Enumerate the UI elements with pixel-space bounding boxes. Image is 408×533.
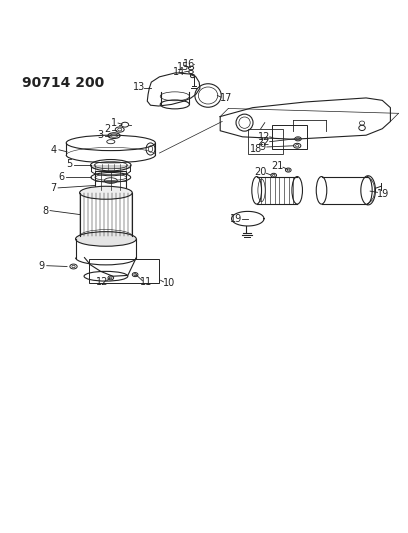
Text: 22: 22: [258, 136, 270, 147]
Text: 5: 5: [67, 159, 73, 169]
Text: 19: 19: [377, 189, 389, 199]
Text: 10: 10: [164, 278, 176, 288]
Text: 17: 17: [220, 93, 233, 103]
Bar: [95, 171, 126, 190]
Text: 18: 18: [250, 144, 262, 154]
Text: 14: 14: [173, 67, 185, 77]
Text: 19: 19: [230, 214, 242, 224]
Text: 6: 6: [58, 172, 64, 182]
Text: 12: 12: [96, 277, 108, 287]
Text: 13: 13: [133, 83, 145, 92]
Text: 2: 2: [104, 124, 111, 134]
Text: 8: 8: [42, 206, 48, 215]
Text: 20: 20: [255, 167, 267, 177]
Text: 16: 16: [182, 59, 195, 69]
Text: 12: 12: [258, 132, 270, 142]
Bar: [272, 125, 306, 149]
Text: 7: 7: [50, 183, 56, 193]
Text: 11: 11: [140, 277, 153, 287]
Ellipse shape: [80, 186, 132, 199]
Ellipse shape: [75, 232, 136, 246]
Text: 90714 200: 90714 200: [22, 76, 104, 90]
Bar: [248, 129, 283, 154]
Text: 3: 3: [98, 130, 104, 140]
Text: 1: 1: [111, 118, 117, 127]
Text: 9: 9: [259, 142, 266, 152]
Bar: [89, 259, 160, 282]
Text: 9: 9: [38, 261, 44, 271]
Text: 4: 4: [51, 145, 57, 155]
Text: 21: 21: [272, 161, 284, 171]
Text: 15: 15: [177, 62, 189, 72]
